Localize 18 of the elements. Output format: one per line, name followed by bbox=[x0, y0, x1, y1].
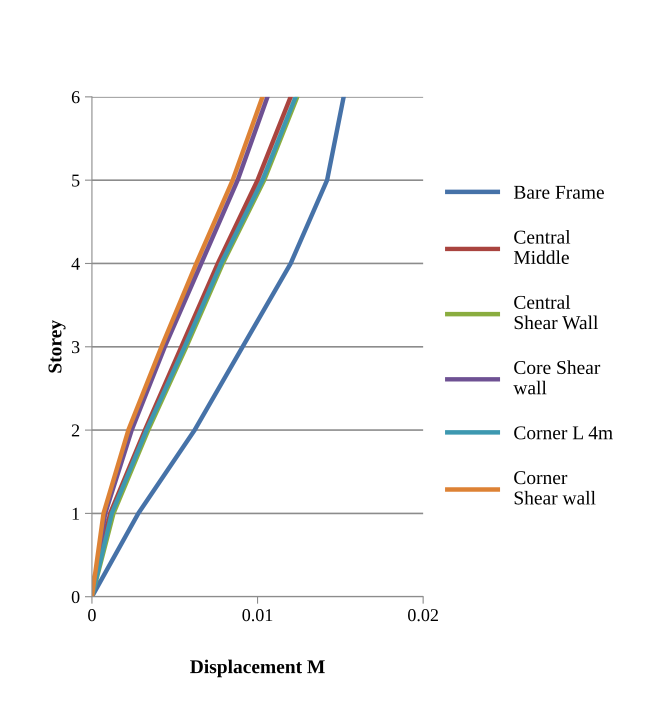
x-tick-label: 0 bbox=[88, 609, 96, 622]
y-tick-label: 1 bbox=[72, 508, 80, 520]
legend-label: Core Shear wall bbox=[513, 360, 600, 394]
y-axis-title: Storey bbox=[48, 320, 66, 373]
x-axis-title: Displacement M bbox=[190, 660, 325, 678]
x-tick-label: 0.02 bbox=[408, 609, 438, 622]
legend-label: Corner L 4m bbox=[514, 426, 613, 440]
y-tick-label: 4 bbox=[71, 258, 80, 270]
y-tick-label: 2 bbox=[72, 424, 80, 436]
y-tick-label: 6 bbox=[72, 91, 80, 104]
y-tick-label: 3 bbox=[72, 341, 80, 354]
legend-label: Bare Frame bbox=[514, 186, 604, 199]
legend-label: Central Shear Wall bbox=[514, 295, 598, 330]
y-tick-label: 0 bbox=[72, 590, 80, 604]
legend-label: Corner Shear wall bbox=[514, 471, 596, 505]
x-tick-label: 0.01 bbox=[242, 609, 272, 622]
legend-label: Central Middle bbox=[514, 230, 570, 264]
y-tick-label: 5 bbox=[72, 174, 80, 187]
